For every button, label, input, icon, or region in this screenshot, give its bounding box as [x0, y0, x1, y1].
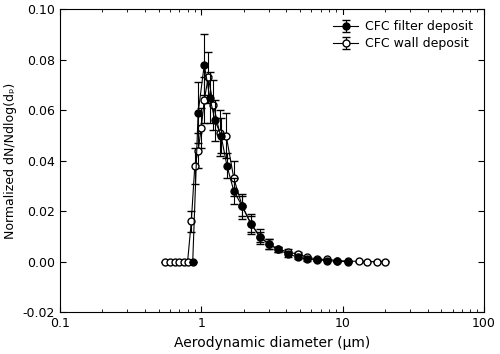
- X-axis label: Aerodynamic diameter (μm): Aerodynamic diameter (μm): [174, 336, 370, 350]
- Legend: CFC filter deposit, CFC wall deposit: CFC filter deposit, CFC wall deposit: [328, 16, 478, 55]
- Y-axis label: Normalized dN/Ndlog(dₚ): Normalized dN/Ndlog(dₚ): [4, 83, 17, 239]
